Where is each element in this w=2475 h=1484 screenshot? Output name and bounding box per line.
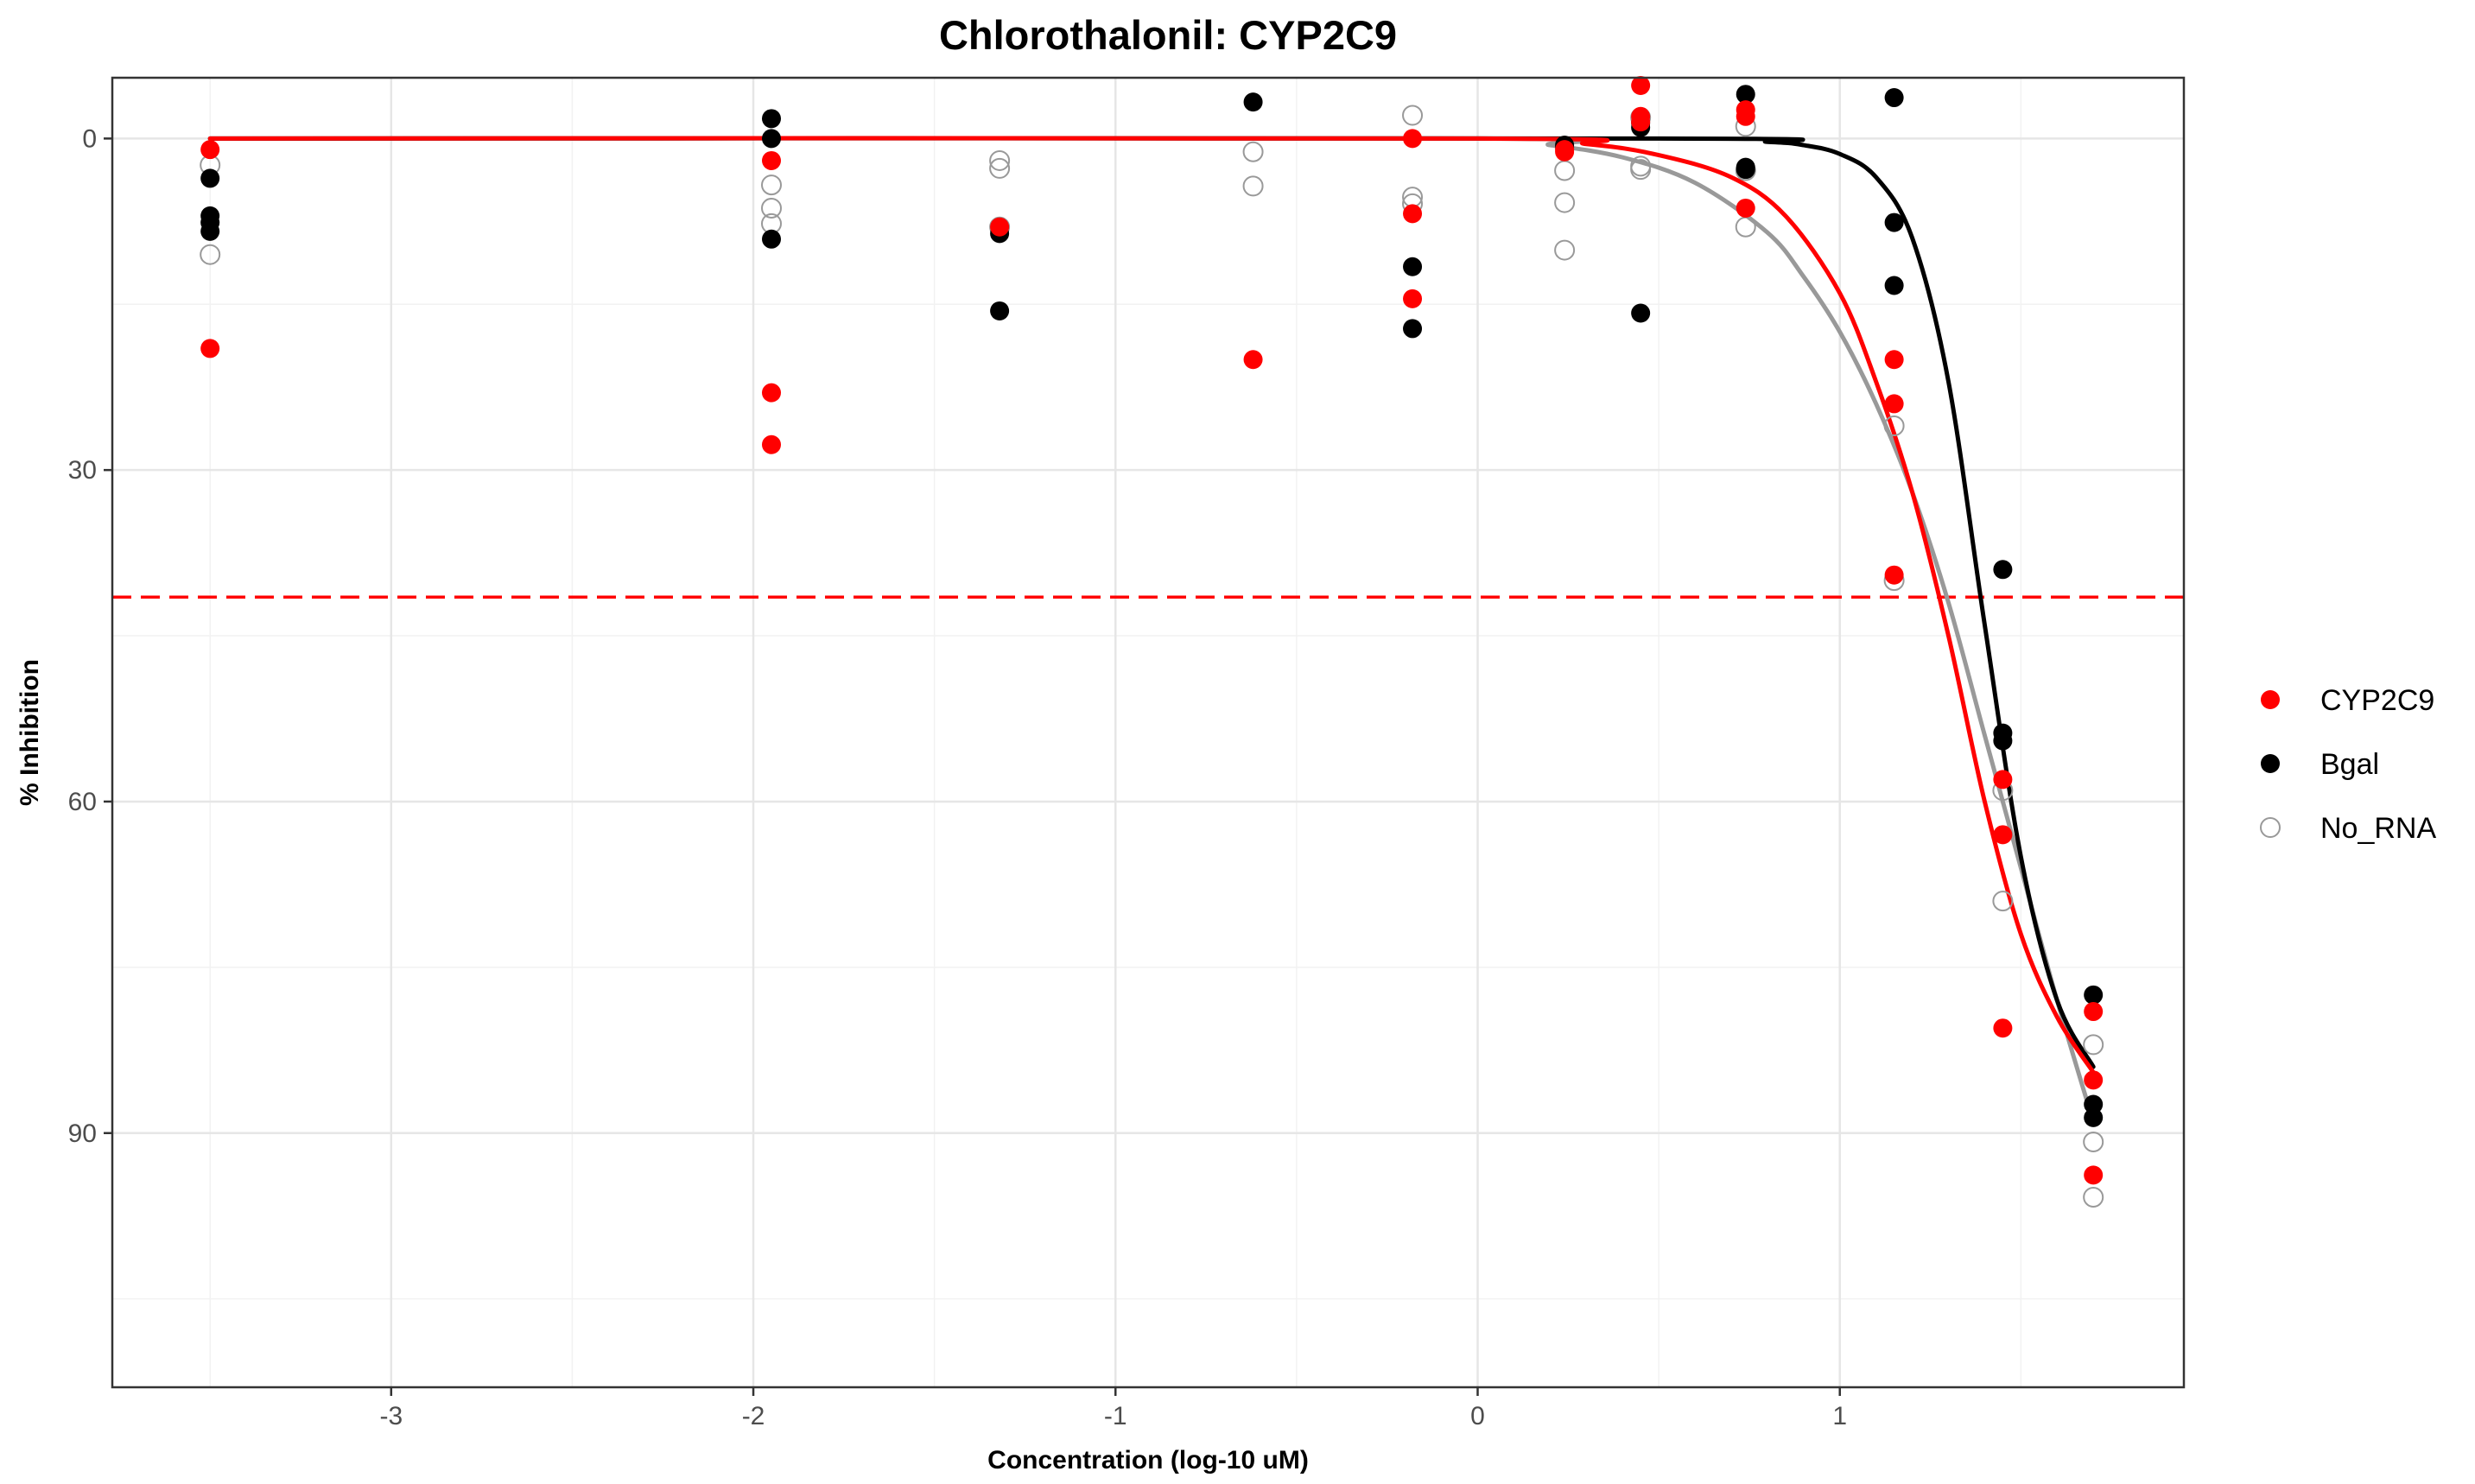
y-axis-ticks: 0 30 60 90 [68,124,112,1148]
data-point-cyp2c9 [2084,1165,2104,1185]
data-point-bgal [1736,85,1755,105]
data-point-bgal [1736,160,1755,180]
data-point-cyp2c9 [1403,289,1423,308]
data-point-no-rna [1883,415,1905,436]
data-point-cyp2c9 [1993,1018,2013,1038]
grid-major [112,78,2184,1387]
data-point-bgal [762,129,781,149]
data-point-cyp2c9 [200,140,220,160]
data-point-no-rna [2083,1034,2104,1056]
data-point-bgal [1403,257,1423,276]
y-tick-label: 30 [68,456,97,485]
data-point-cyp2c9 [2084,1070,2104,1090]
data-point-cyp2c9 [1403,129,1423,149]
data-point-cyp2c9 [1403,204,1423,224]
y-axis-title: % Inhibition [16,659,44,806]
legend-label-bgal: Bgal [2320,748,2379,781]
legend: CYP2C9 Bgal No_RNA [2260,684,2436,845]
data-point-no-rna [1630,159,1652,181]
x-tick-label: -3 [379,1402,403,1430]
legend-key-no-rna [2260,817,2281,838]
data-point-bgal [2084,1107,2104,1127]
data-point-bgal [1631,303,1651,323]
data-point-bgal [762,109,781,129]
data-point-bgal [990,301,1010,320]
data-point-cyp2c9 [1884,565,1904,585]
data-point-cyp2c9 [1736,106,1755,126]
fit-curve-cyp2c9 [207,136,2096,1075]
plot-panel-border [111,76,2186,1389]
data-point-no-rna [1554,239,1576,261]
legend-key-cyp2c9 [2261,690,2280,709]
fit-curves [207,136,2096,1125]
x-axis-ticks: -3 -2 -1 0 1 [379,1387,1847,1430]
data-point-bgal [1884,88,1904,108]
x-axis-title: Concentration (log-10 uM) [987,1446,1309,1474]
data-point-cyp2c9 [1884,394,1904,414]
data-point-cyp2c9 [1993,825,2013,845]
data-point-bgal [1993,560,2013,580]
x-tick-label: 0 [1470,1402,1485,1430]
data-point-cyp2c9 [2084,1002,2104,1022]
data-point-cyp2c9 [1631,75,1651,95]
legend-key-bgal [2261,754,2280,773]
data-point-bgal [1884,276,1904,295]
data-point-no-rna [761,174,782,196]
chart-title: Chlorothalonil: CYP2C9 [939,12,1397,58]
data-point-no-rna [1554,192,1576,213]
y-tick-label: 90 [68,1119,97,1148]
x-tick-label: 1 [1832,1402,1847,1430]
data-point-cyp2c9 [1884,350,1904,370]
data-point-cyp2c9 [990,217,1010,237]
data-point-no-rna [989,149,1011,171]
data-point-cyp2c9 [762,434,781,454]
data-points [200,75,2104,1208]
data-point-no-rna [989,157,1011,179]
data-point-no-rna [200,244,221,265]
data-point-no-rna [2083,1186,2104,1208]
data-point-cyp2c9 [762,383,781,403]
data-point-bgal [762,229,781,249]
grid-minor [112,78,2184,1387]
legend-label-cyp2c9: CYP2C9 [2320,684,2434,717]
data-point-cyp2c9 [1736,198,1755,218]
data-point-cyp2c9 [1631,112,1651,132]
data-point-no-rna [1242,175,1264,197]
data-point-cyp2c9 [762,150,781,170]
data-point-no-rna [1242,141,1264,162]
data-point-bgal [2084,985,2104,1005]
y-tick-label: 0 [82,124,97,153]
data-point-no-rna [1402,105,1424,126]
data-point-cyp2c9 [1243,350,1263,370]
x-tick-label: -2 [742,1402,765,1430]
data-point-bgal [1884,212,1904,232]
data-point-bgal [1993,731,2013,751]
data-point-no-rna [1992,891,2014,912]
legend-label-no-rna: No_RNA [2320,812,2436,845]
data-point-cyp2c9 [1555,142,1575,162]
data-point-bgal [1403,319,1423,339]
y-tick-label: 60 [68,788,97,816]
data-point-bgal [200,168,220,188]
data-point-cyp2c9 [200,339,220,358]
data-point-no-rna [2083,1131,2104,1152]
data-point-cyp2c9 [1993,770,2013,790]
x-tick-label: -1 [1104,1402,1127,1430]
data-point-bgal [2084,1094,2104,1114]
data-point-bgal [200,221,220,241]
data-point-bgal [1243,92,1263,112]
data-point-no-rna [761,197,782,219]
